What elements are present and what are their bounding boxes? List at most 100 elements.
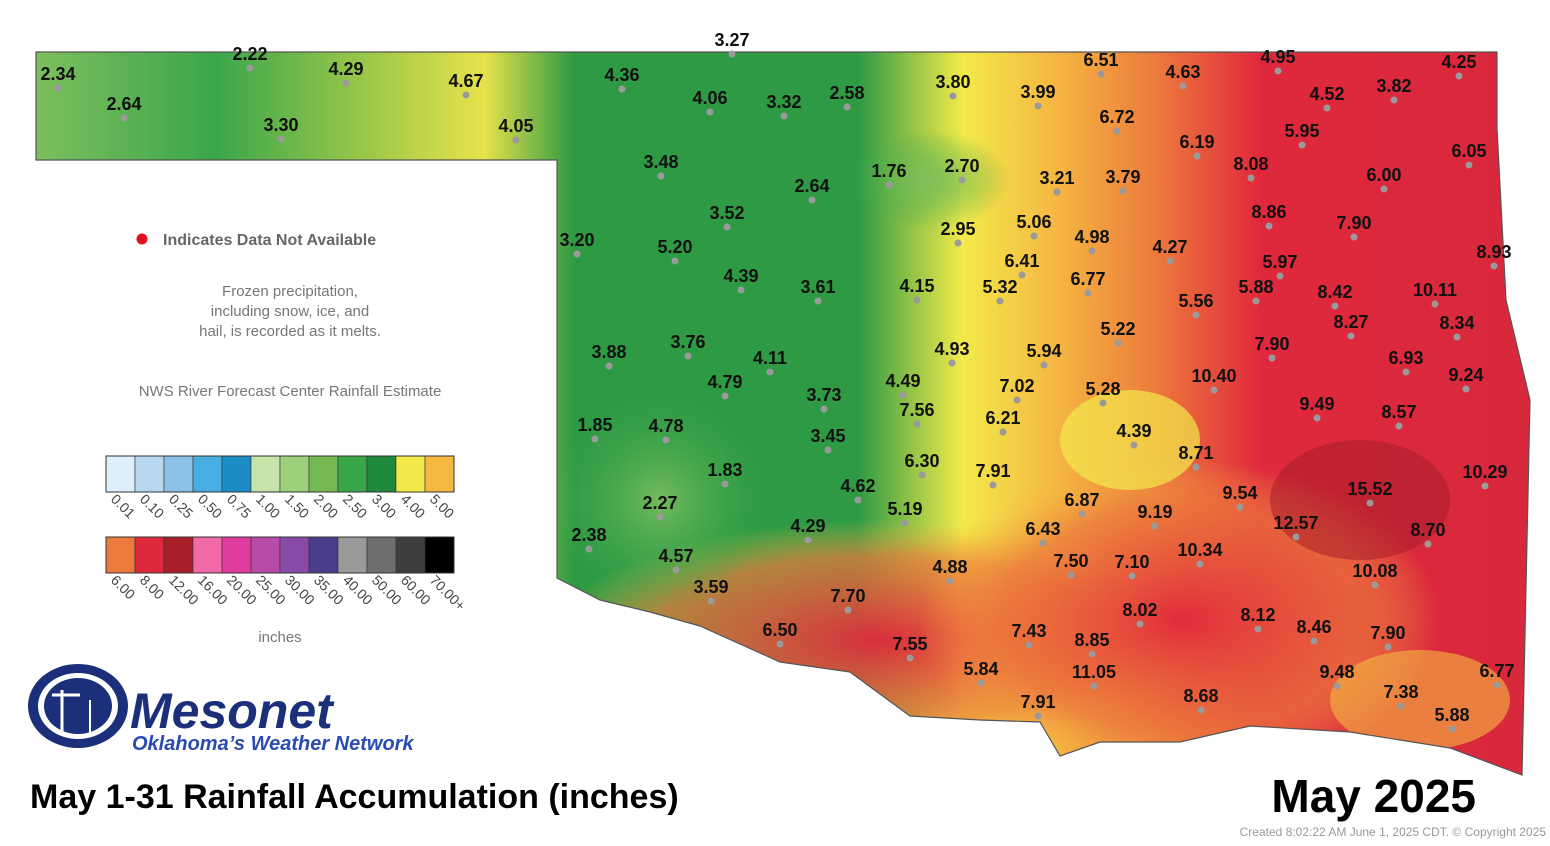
legend-label: 30.00 (282, 572, 318, 608)
legend-label: 6.00 (108, 572, 139, 603)
station-value: 4.39 (1116, 421, 1151, 441)
legend-swatch (105, 455, 136, 493)
station-value: 4.62 (840, 476, 875, 496)
station-value: 4.79 (707, 372, 742, 392)
station-dot (1192, 311, 1200, 319)
legend-swatch (221, 536, 252, 574)
station-dot (766, 368, 774, 376)
station-dot (1034, 102, 1042, 110)
station-dot (780, 112, 788, 120)
station-value: 1.85 (577, 415, 612, 435)
station-value: 3.52 (709, 203, 744, 223)
station-dot (885, 181, 893, 189)
station-value: 4.49 (885, 371, 920, 391)
legend-swatch (337, 536, 368, 574)
station-value: 4.27 (1152, 237, 1187, 257)
stations: 2.34 2.22 4.29 4.67 2.64 3.30 4.05 3.27 4.36 4.06… (40, 30, 1515, 733)
station-dot (1350, 233, 1358, 241)
station-value: 9.48 (1319, 662, 1354, 682)
legend-frame (105, 455, 455, 493)
station-dot (776, 640, 784, 648)
station-value: 7.50 (1053, 551, 1088, 571)
station-value: 7.90 (1370, 623, 1405, 643)
station-dot (814, 297, 822, 305)
station-value: 4.11 (753, 348, 787, 368)
station-dot (1179, 82, 1187, 90)
station-value: 8.86 (1251, 202, 1286, 222)
station-dot (1265, 222, 1273, 230)
station-dot (1078, 510, 1086, 518)
station-value: 3.99 (1020, 82, 1055, 102)
station-dot (671, 257, 679, 265)
legend-label: 60.00 (398, 572, 434, 608)
station-dot (1465, 161, 1473, 169)
station-value: 3.20 (559, 230, 594, 250)
legend-label: 5.00 (427, 491, 458, 522)
station-value: 10.29 (1462, 462, 1507, 482)
station-value: 6.51 (1083, 50, 1118, 70)
legend-swatch (395, 536, 426, 574)
legend-label: 40.00 (340, 572, 376, 608)
station-value: 4.98 (1074, 227, 1109, 247)
station-value: 2.22 (232, 44, 267, 64)
station-dot (721, 480, 729, 488)
legend-label: 0.50 (195, 491, 226, 522)
station-dot (989, 481, 997, 489)
station-value: 6.77 (1479, 661, 1514, 681)
station-dot (1313, 414, 1321, 422)
station-value: 9.24 (1448, 365, 1483, 385)
station-dot (1013, 396, 1021, 404)
station-value: 4.29 (328, 59, 363, 79)
station-dot (120, 114, 128, 122)
logo-tagline: Oklahoma’s Weather Network (132, 733, 414, 755)
station-dot (1453, 333, 1461, 341)
legend-swatch (279, 455, 310, 493)
station-dot (1347, 332, 1355, 340)
legend-swatch (163, 455, 194, 493)
logo-name: Mesonet (130, 683, 335, 739)
station-value: 3.61 (800, 277, 835, 297)
station-dot (1088, 650, 1096, 658)
station-value: 4.67 (448, 71, 483, 91)
station-value: 7.91 (1020, 692, 1055, 712)
frozen-note: including snow, ice, and (211, 303, 369, 320)
station-value: 3.82 (1376, 76, 1411, 96)
legend-swatch (395, 455, 426, 493)
station-dot (1310, 637, 1318, 645)
legend-unit: inches (258, 629, 301, 646)
station-value: 2.64 (106, 94, 141, 114)
station-value: 10.08 (1352, 561, 1397, 581)
station-dot (999, 428, 1007, 436)
legend-label: 0.01 (108, 491, 139, 522)
station-value: 5.32 (982, 277, 1017, 297)
station-dot (1196, 560, 1204, 568)
station-dot (1448, 725, 1456, 733)
station-dot (342, 79, 350, 87)
station-dot (906, 654, 914, 662)
station-dot (512, 136, 520, 144)
frozen-note: Frozen precipitation, (222, 283, 358, 300)
station-dot (1333, 682, 1341, 690)
legend-swatch (250, 455, 281, 493)
station-dot (1192, 463, 1200, 471)
station-value: 8.12 (1240, 605, 1275, 625)
station-value: 5.88 (1434, 705, 1469, 725)
station-value: 10.11 (1413, 280, 1457, 300)
legend-swatch (279, 536, 310, 574)
created-note: Created 8:02:22 AM June 1, 2025 CDT. © C… (1240, 825, 1547, 839)
station-value: 6.00 (1366, 165, 1401, 185)
station-dot (977, 679, 985, 687)
station-value: 12.57 (1273, 513, 1318, 533)
station-dot (946, 577, 954, 585)
station-value: 5.19 (887, 499, 922, 519)
legend-swatch (221, 455, 252, 493)
station-value: 5.56 (1178, 291, 1213, 311)
station-value: 7.10 (1114, 552, 1149, 572)
station-dot (1097, 70, 1105, 78)
station-dot (1067, 571, 1075, 579)
station-dot (1276, 272, 1284, 280)
legend-swatch (250, 536, 281, 574)
legend-swatch (105, 536, 136, 574)
station-value: 2.64 (794, 176, 829, 196)
